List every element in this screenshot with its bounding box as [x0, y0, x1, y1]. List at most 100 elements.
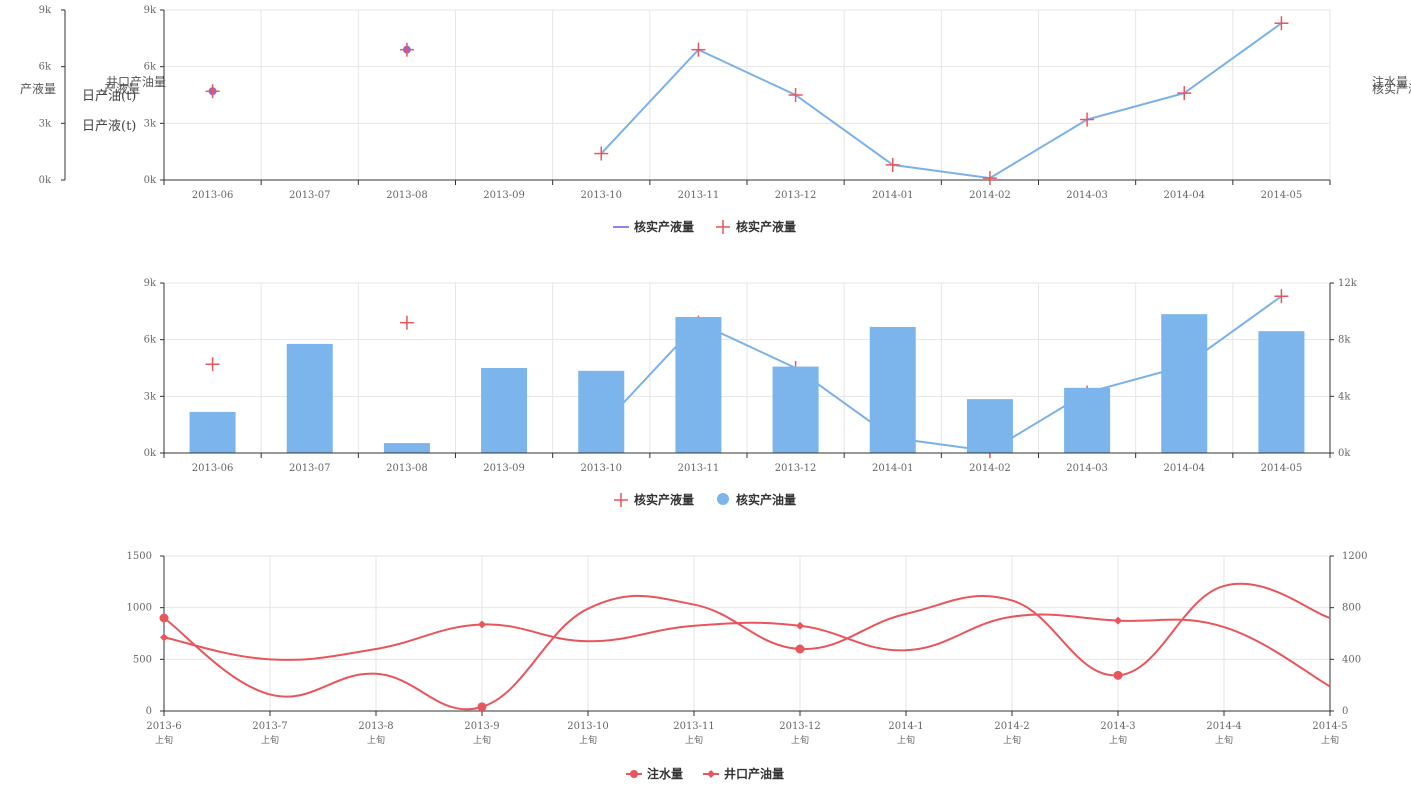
chart-1-legend-item-2[interactable]: 核实产液量: [736, 219, 796, 234]
chart-2-legend[interactable]: 核实产液量 核实产油量: [614, 492, 796, 507]
x-tick-label: 2014-02: [969, 190, 1011, 201]
series-line-wellhead-oil: [163, 613, 1331, 688]
right-y-tick-label: 800: [1342, 603, 1361, 614]
oil-jk2-label: 产液量: [104, 81, 140, 96]
chart-3-x-ticks: 2013-6 上旬 2013-7 上旬 2013-8 上旬 2013-9 上旬 2013-10 上…: [146, 711, 1348, 746]
right-y-tick-label: 8k: [1338, 335, 1351, 346]
bar-verified-oil: [1161, 314, 1208, 453]
bar-verified-oil: [383, 443, 430, 453]
chart-1-legend[interactable]: 核实产液量 核实产液量: [613, 219, 796, 234]
series-cross-marker: [1274, 289, 1289, 304]
x-tick-label: 2014-01: [872, 463, 914, 474]
chart-3-grid: [164, 555, 1331, 711]
bar-verified-oil: [1064, 387, 1111, 453]
right-y-tick-label: 0k: [1338, 448, 1351, 459]
x-tick-label: 2013-09: [483, 190, 525, 201]
bar-verified-oil: [966, 399, 1013, 453]
bar-verified-oil: [286, 343, 333, 453]
left-y-tick-label: 500: [133, 654, 152, 665]
left-y-tick-label: 0: [146, 706, 152, 717]
left-y-tick-label: 9k: [144, 278, 157, 289]
bar-verified-oil: [1258, 331, 1305, 453]
right-y-tick-label: 1200: [1342, 551, 1367, 562]
outer-y-tick-label: 6k: [39, 62, 52, 73]
left-yield-label: 产液量: [20, 81, 56, 96]
chart-3-y-ticks: 0 500 1000 1500 0 400 800 1200: [127, 551, 1368, 717]
x-tick-label: 2014-4: [1206, 721, 1241, 732]
x-tick-sublabel: 上旬: [261, 734, 279, 746]
chart-1-series: [205, 16, 1289, 186]
y-tick-label: 9k: [144, 5, 157, 16]
chart-3-series: [159, 582, 1331, 712]
series-point-water-injection: [795, 644, 805, 654]
series-cross-marker: [982, 171, 997, 186]
chart-1-legend-item-1[interactable]: 核实产液量: [634, 219, 694, 234]
oil-jk-label: 井口产油量: [106, 75, 166, 89]
left-y-tick-label: 1500: [127, 551, 152, 562]
series-cross-marker: [788, 88, 803, 102]
series-cross-marker: [885, 157, 900, 172]
chart-1-grid: [164, 9, 1331, 180]
x-tick-sublabel: 上旬: [685, 734, 703, 746]
legend-circle-marker: [630, 770, 638, 778]
chart-2-legend-item-2[interactable]: 核实产油量: [736, 492, 796, 507]
x-tick-label: 2014-3: [1100, 721, 1135, 732]
x-tick-label: 2013-9: [464, 721, 499, 732]
series-cross-marker: [691, 42, 706, 57]
bar-verified-oil: [675, 317, 722, 453]
chart-3-legend-item-2[interactable]: 井口产油量: [724, 766, 784, 781]
x-tick-label: 2013-08: [386, 463, 428, 474]
chart-3-legend-item-1[interactable]: 注水量: [647, 766, 683, 781]
bar-verified-oil: [481, 368, 528, 453]
x-tick-label: 2013-10: [580, 190, 622, 201]
x-tick-label: 2014-02: [969, 463, 1011, 474]
chart-1-x-ticks: 2013-06 2013-07 2013-08 2013-09 2013-10 2013-…: [163, 180, 1331, 201]
y-tick-label: 3k: [144, 118, 157, 129]
x-tick-label: 2014-05: [1261, 463, 1303, 474]
right-water-label: 注水量: [1372, 74, 1408, 89]
chart-2-series: [189, 289, 1305, 459]
x-tick-label: 2013-12: [775, 463, 817, 474]
daily-oil-label: 日产油(t): [82, 89, 136, 104]
series-cross-marker: [594, 146, 609, 161]
x-tick-label: 2014-05: [1261, 190, 1303, 201]
x-tick-label: 2014-1: [888, 721, 923, 732]
x-tick-label: 2013-6: [146, 721, 181, 732]
legend-cross-marker: [614, 493, 628, 507]
outer-y-tick-label: 3k: [39, 118, 52, 129]
x-tick-label: 2013-8: [358, 721, 393, 732]
x-tick-sublabel: 上旬: [155, 734, 173, 746]
series-point-wellhead-oil: [796, 621, 804, 630]
right-y-tick-label: 12k: [1338, 278, 1358, 289]
right-y-tick-label: 4k: [1338, 391, 1351, 402]
chart-2-x-ticks: 2013-06 2013-07 2013-08 2013-09 2013-10 2013-…: [163, 453, 1331, 474]
chart-3: 0 500 1000 1500 0 400 800 1200 2013-6 上旬 2013-7 上旬…: [127, 551, 1368, 781]
series-cross-marker: [1274, 16, 1289, 31]
chart-3-legend[interactable]: 注水量 井口产油量: [626, 766, 784, 781]
x-tick-label: 2014-03: [1066, 463, 1108, 474]
chart-2-grid: [164, 282, 1331, 453]
series-point-wellhead-oil: [160, 633, 168, 642]
left-y-tick-label: 6k: [144, 335, 157, 346]
x-tick-sublabel: 上旬: [579, 734, 597, 746]
right-y-tick-label: 0: [1342, 706, 1348, 717]
series-point-water-injection: [477, 702, 487, 712]
series-cross-marker: [399, 315, 414, 330]
x-tick-sublabel: 上旬: [897, 734, 915, 746]
series-line-verified-liquid: [600, 22, 1283, 180]
x-tick-label: 2013-07: [289, 190, 331, 201]
series-point-water-injection: [159, 613, 169, 623]
chart-2-legend-item-1[interactable]: 核实产液量: [634, 492, 694, 507]
bar-verified-oil: [772, 366, 819, 453]
x-tick-label: 2013-11: [678, 190, 720, 201]
outer-y-tick-label: 9k: [39, 5, 52, 16]
daily-liquid-label: 日产液(t): [82, 119, 136, 134]
x-tick-label: 2013-7: [252, 721, 287, 732]
chart-2-y-ticks: 0k 3k 6k 9k 0k 4k 8k 12k: [144, 278, 1358, 459]
x-tick-label: 2013-06: [192, 190, 234, 201]
bar-verified-oil: [578, 370, 625, 453]
x-tick-sublabel: 上旬: [1109, 734, 1127, 746]
series-cross-marker: [205, 84, 220, 99]
